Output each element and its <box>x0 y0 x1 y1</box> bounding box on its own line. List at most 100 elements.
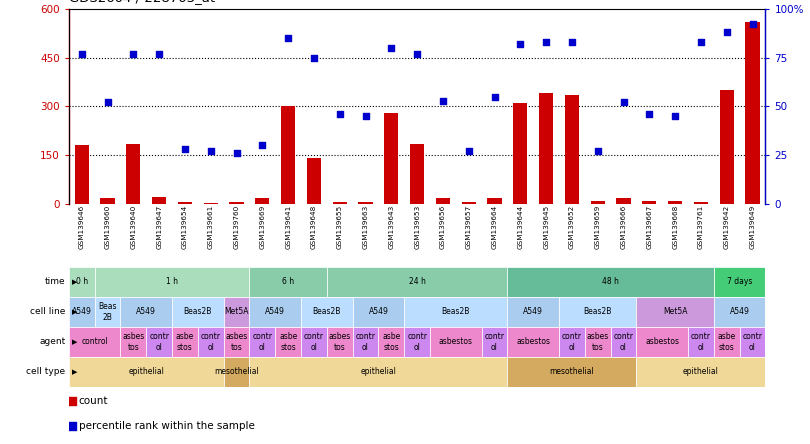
Text: GSM139664: GSM139664 <box>492 205 497 250</box>
Bar <box>590 201 605 204</box>
Text: GSM139655: GSM139655 <box>337 205 343 250</box>
Point <box>411 50 424 57</box>
Bar <box>224 327 249 357</box>
Text: cell type: cell type <box>27 367 66 377</box>
Point <box>385 44 398 52</box>
Text: Met5A: Met5A <box>663 307 688 317</box>
Bar <box>147 327 172 357</box>
Point <box>333 111 346 118</box>
Bar <box>378 327 404 357</box>
Text: 48 h: 48 h <box>602 278 619 286</box>
Bar <box>714 327 740 357</box>
Text: time: time <box>45 278 66 286</box>
Text: Beas2B: Beas2B <box>583 307 612 317</box>
Text: GSM139642: GSM139642 <box>724 205 730 250</box>
Bar <box>249 327 275 357</box>
Bar <box>714 267 765 297</box>
Text: GSM139643: GSM139643 <box>388 205 394 250</box>
Bar <box>249 297 301 327</box>
Text: GSM139646: GSM139646 <box>79 205 85 250</box>
Text: A549: A549 <box>136 307 156 317</box>
Text: agent: agent <box>40 337 66 346</box>
Bar <box>327 267 507 297</box>
Text: count: count <box>79 396 109 406</box>
Text: GSM139652: GSM139652 <box>569 205 575 250</box>
Text: asbes
tos: asbes tos <box>225 332 248 352</box>
Bar <box>359 202 373 204</box>
Bar <box>719 90 734 204</box>
Text: Beas2B: Beas2B <box>441 307 470 317</box>
Text: GSM139666: GSM139666 <box>620 205 627 250</box>
Text: GSM139667: GSM139667 <box>646 205 652 250</box>
Text: contr
ol: contr ol <box>613 332 633 352</box>
Bar <box>100 198 115 204</box>
Bar <box>69 357 224 387</box>
Point <box>127 50 140 57</box>
Bar <box>178 202 192 204</box>
Bar <box>172 327 198 357</box>
Point <box>75 50 88 57</box>
Bar <box>637 327 688 357</box>
Point <box>152 50 165 57</box>
Bar <box>121 327 147 357</box>
Bar <box>611 327 637 357</box>
Bar <box>539 93 553 204</box>
Point <box>591 148 604 155</box>
Text: GSM139761: GSM139761 <box>698 205 704 250</box>
Point <box>694 39 707 46</box>
Text: GSM139669: GSM139669 <box>259 205 266 250</box>
Point <box>437 97 450 104</box>
Text: asbestos: asbestos <box>646 337 680 346</box>
Bar <box>637 357 765 387</box>
Bar <box>688 327 714 357</box>
Bar <box>488 198 501 204</box>
Text: contr
ol: contr ol <box>149 332 169 352</box>
Bar <box>616 198 631 204</box>
Text: asbe
stos: asbe stos <box>382 332 400 352</box>
Text: GSM139660: GSM139660 <box>104 205 110 250</box>
Bar <box>740 327 765 357</box>
Text: GSM139661: GSM139661 <box>207 205 214 250</box>
Bar <box>152 198 166 204</box>
Text: asbestos: asbestos <box>516 337 550 346</box>
Bar <box>668 201 682 204</box>
Bar <box>275 327 301 357</box>
Bar <box>69 327 121 357</box>
Text: cell line: cell line <box>30 307 66 317</box>
Bar <box>327 327 352 357</box>
Point <box>720 29 733 36</box>
Text: control: control <box>81 337 108 346</box>
Point <box>256 142 269 149</box>
Point <box>66 422 79 429</box>
Bar <box>404 327 430 357</box>
Bar <box>352 297 404 327</box>
Text: contr
ol: contr ol <box>304 332 324 352</box>
Text: contr
ol: contr ol <box>407 332 427 352</box>
Text: ▶: ▶ <box>72 279 78 285</box>
Point <box>643 111 656 118</box>
Bar <box>121 297 172 327</box>
Bar <box>249 357 507 387</box>
Point <box>617 99 630 106</box>
Text: contr
ol: contr ol <box>562 332 582 352</box>
Text: ▶: ▶ <box>72 339 78 345</box>
Text: 6 h: 6 h <box>282 278 294 286</box>
Bar <box>514 103 527 204</box>
Text: asbe
stos: asbe stos <box>718 332 735 352</box>
Bar <box>462 202 475 204</box>
Text: A549: A549 <box>523 307 544 317</box>
Text: Met5A: Met5A <box>224 307 249 317</box>
Text: GDS2604 / 228703_at: GDS2604 / 228703_at <box>69 0 215 4</box>
Bar <box>410 144 424 204</box>
Bar <box>436 198 450 204</box>
Bar <box>69 297 95 327</box>
Text: percentile rank within the sample: percentile rank within the sample <box>79 421 254 431</box>
Bar <box>430 327 482 357</box>
Point <box>746 21 759 28</box>
Text: Beas
2B: Beas 2B <box>98 302 117 321</box>
Text: Beas2B: Beas2B <box>184 307 212 317</box>
Text: asbes
tos: asbes tos <box>122 332 144 352</box>
Bar <box>69 267 95 297</box>
Point <box>565 39 578 46</box>
Text: GSM139663: GSM139663 <box>363 205 369 250</box>
